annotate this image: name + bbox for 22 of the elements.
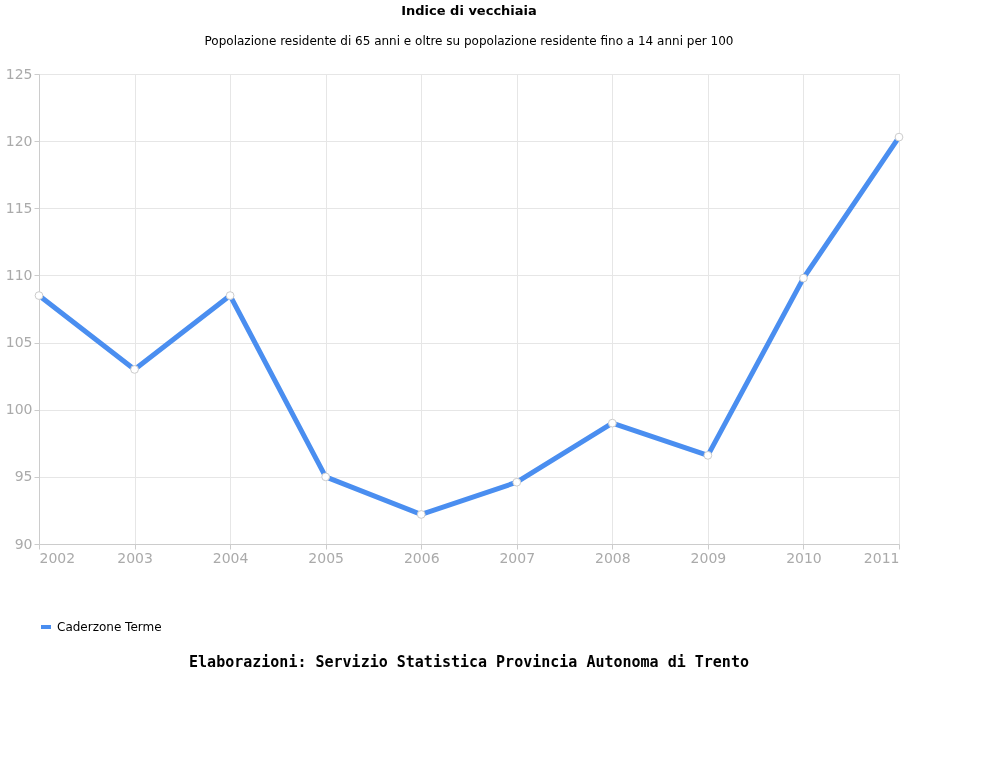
legend-label: Caderzone Terme — [57, 620, 162, 634]
y-tick-label: 120 — [5, 132, 33, 149]
y-tick-label: 105 — [5, 334, 33, 351]
x-tick-label: 2003 — [117, 549, 153, 566]
x-tick-label: 2004 — [212, 549, 249, 566]
x-tick-label: 2010 — [786, 549, 822, 566]
x-tick-label: 2011 — [863, 549, 900, 566]
y-tick-label: 100 — [5, 401, 33, 418]
x-tick-label: 2005 — [308, 549, 344, 566]
y-tick-label: 115 — [5, 199, 33, 216]
y-tick-label: 95 — [14, 468, 33, 485]
x-tick-label: 2007 — [499, 549, 536, 566]
x-tick-label: 2008 — [595, 549, 631, 566]
y-tick-label: 125 — [5, 65, 33, 82]
text: Elaborazioni: Servizio Statistica Provincia Autonoma di Trento — [189, 653, 749, 671]
chart-title: Indice di vecchiaia — [401, 3, 537, 18]
y-tick-label: 110 — [5, 266, 33, 283]
y-tick-label: 90 — [14, 535, 33, 552]
chart-subtitle: Popolazione residente di 65 anni e oltre su popolazione residente fino a 14 anni per 100 — [204, 34, 734, 48]
x-tick-label: 2006 — [403, 549, 440, 566]
x-tick-label: 2009 — [690, 549, 727, 566]
x-tick-label: 2002 — [39, 549, 76, 566]
